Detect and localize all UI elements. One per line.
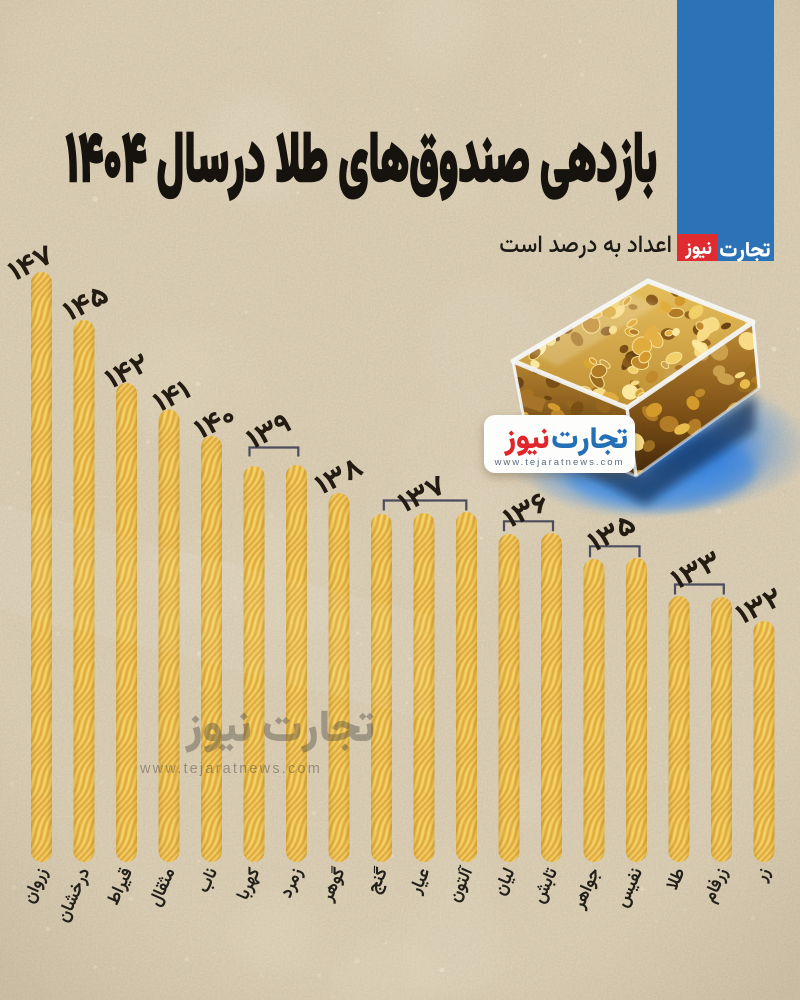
svg-text:www.tejaratnews.com: www.tejaratnews.com xyxy=(494,457,625,468)
svg-text:www.tejaratnews.com: www.tejaratnews.com xyxy=(139,761,322,777)
